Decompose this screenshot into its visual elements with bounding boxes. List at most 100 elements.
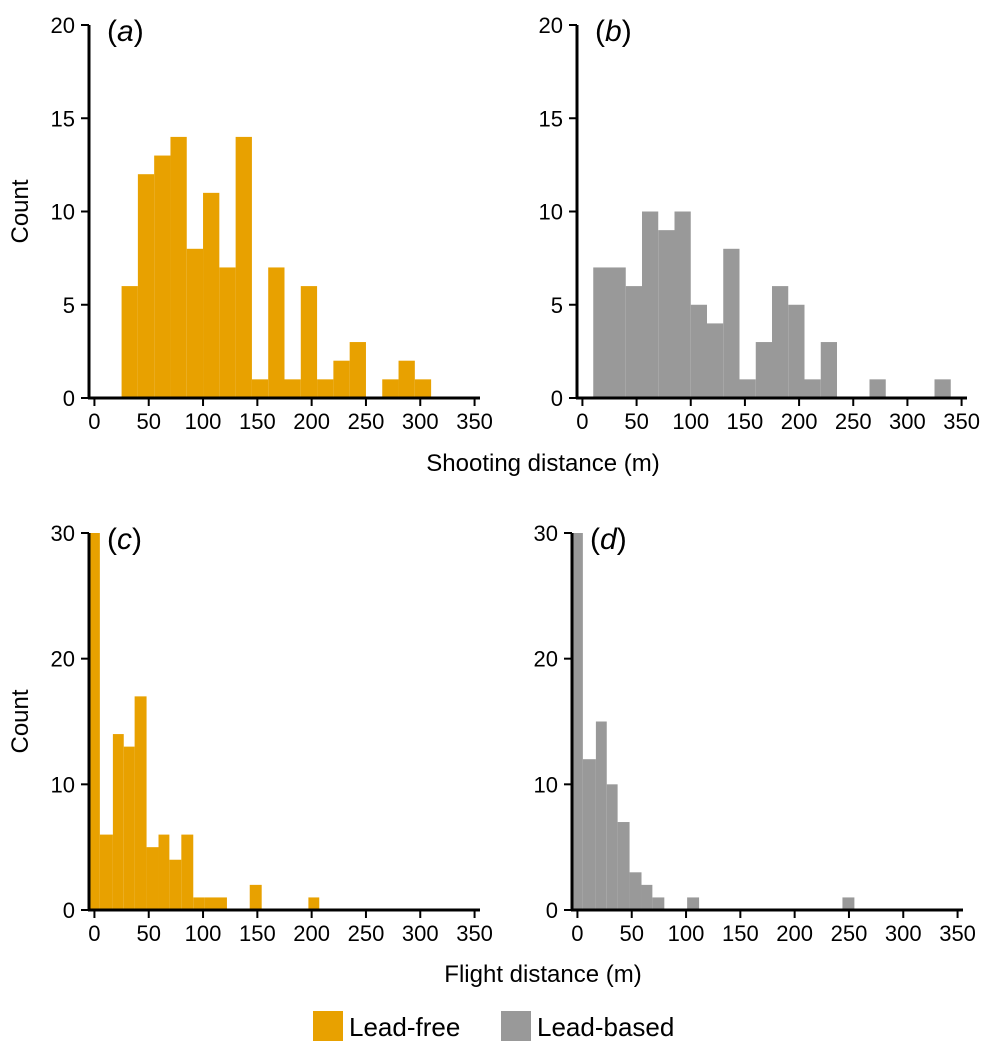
top-x-axis-title: Shooting distance (m) (426, 450, 659, 477)
bar-b-8 (723, 248, 740, 398)
bar-c-1 (99, 834, 113, 910)
bar-a-11 (300, 286, 318, 398)
bar-b-7 (707, 323, 724, 398)
x-tick-label-d-50: 50 (619, 921, 643, 946)
x-tick-label-a-350: 350 (456, 409, 493, 434)
y-tick-label-a-0: 0 (63, 386, 75, 411)
x-tick-label-d-200: 200 (776, 921, 813, 946)
bar-c-8 (181, 834, 194, 910)
bar-d-7 (652, 897, 665, 910)
y-tick-label-d-0: 0 (546, 898, 558, 923)
bar-a-16 (398, 360, 415, 398)
x-tick-label-a-100: 100 (185, 409, 222, 434)
bar-c-11 (249, 884, 262, 910)
bar-a-7 (235, 136, 252, 398)
bar-d-8 (687, 897, 700, 910)
bar-a-14 (349, 342, 366, 398)
panel-label-d: (d) (590, 523, 627, 556)
bar-a-15 (382, 379, 399, 398)
bar-c-4 (134, 696, 147, 910)
x-tick-label-b-350: 350 (943, 409, 980, 434)
x-tick-label-c-0: 0 (88, 921, 100, 946)
bar-b-9 (739, 379, 756, 398)
bar-c-5 (146, 847, 159, 910)
bar-c-10 (204, 897, 227, 910)
x-tick-label-b-250: 250 (835, 409, 872, 434)
x-tick-label-a-150: 150 (239, 409, 276, 434)
y-tick-label-d-10: 10 (534, 772, 558, 797)
bar-b-4 (658, 230, 675, 398)
bar-a-3 (170, 136, 187, 398)
x-tick-label-b-300: 300 (889, 409, 926, 434)
bar-b-6 (690, 304, 707, 398)
y-tick-label-c-0: 0 (63, 898, 75, 923)
x-tick-label-b-50: 50 (624, 409, 648, 434)
bar-b-13 (804, 379, 821, 398)
x-tick-label-c-200: 200 (293, 921, 330, 946)
y-tick-label-a-20: 20 (51, 13, 75, 38)
bar-b-11 (772, 286, 789, 398)
y-axis-title-a: Count (7, 179, 34, 243)
bar-b-15 (869, 379, 886, 398)
bar-d-9 (842, 897, 855, 910)
bar-b-2 (625, 286, 642, 398)
x-tick-label-d-300: 300 (885, 921, 922, 946)
bar-a-0 (121, 286, 138, 398)
bar-d-3 (606, 784, 618, 910)
panel-a: 0 50 100 150 200 250 300 350 0 5 10 15 20 Count (a) (7, 13, 493, 434)
bar-a-1 (137, 174, 155, 398)
y-tick-label-a-10: 10 (51, 200, 75, 225)
x-tick-label-b-100: 100 (672, 409, 709, 434)
y-tick-label-c-10: 10 (51, 772, 75, 797)
x-tick-label-c-50: 50 (136, 921, 160, 946)
x-tick-label-b-200: 200 (781, 409, 818, 434)
bar-a-6 (219, 267, 236, 398)
bar-a-10 (284, 379, 301, 398)
panel-b: 0 50 100 150 200 250 300 350 0 5 10 15 20 (b) (539, 13, 980, 434)
bar-d-6 (641, 884, 653, 910)
y-tick-label-b-10: 10 (539, 200, 563, 225)
panel-label-c: (c) (107, 523, 142, 556)
legend-swatch-lead-free (313, 1011, 343, 1041)
bar-b-1 (609, 267, 626, 398)
legend: Lead-free Lead-based (313, 1011, 674, 1042)
bar-d-1 (582, 759, 596, 910)
y-tick-label-d-30: 30 (534, 521, 558, 546)
bar-b-3 (642, 211, 659, 398)
bar-c-12 (308, 897, 320, 910)
y-tick-label-c-20: 20 (51, 647, 75, 672)
x-tick-label-b-150: 150 (727, 409, 764, 434)
bar-d-4 (617, 822, 630, 910)
x-tick-label-c-300: 300 (402, 921, 439, 946)
x-tick-label-d-0: 0 (571, 921, 583, 946)
bar-a-4 (186, 248, 204, 398)
bar-c-3 (123, 746, 135, 910)
bar-a-13 (333, 360, 350, 398)
bar-a-9 (268, 267, 285, 398)
bar-a-5 (203, 192, 220, 398)
bar-c-2 (112, 734, 124, 910)
x-tick-label-a-250: 250 (348, 409, 385, 434)
x-tick-label-c-100: 100 (185, 921, 222, 946)
bottom-x-axis-title: Flight distance (m) (444, 961, 641, 988)
x-tick-label-d-150: 150 (722, 921, 759, 946)
x-tick-label-d-100: 100 (668, 921, 705, 946)
panel-label-a: (a) (107, 15, 144, 48)
bar-a-2 (154, 155, 171, 398)
legend-swatch-lead-based (501, 1011, 531, 1041)
x-tick-label-c-150: 150 (239, 921, 276, 946)
x-tick-label-c-250: 250 (348, 921, 385, 946)
x-tick-label-a-300: 300 (402, 409, 439, 434)
bar-c-9 (193, 897, 205, 910)
bar-a-8 (251, 379, 269, 398)
y-tick-label-b-15: 15 (539, 106, 563, 131)
bar-a-17 (414, 379, 432, 398)
x-tick-label-d-350: 350 (939, 921, 976, 946)
bar-b-0 (593, 267, 610, 398)
bar-c-0 (89, 533, 100, 910)
x-tick-label-c-350: 350 (456, 921, 493, 946)
x-tick-label-d-250: 250 (831, 921, 868, 946)
bar-c-7 (169, 859, 182, 910)
